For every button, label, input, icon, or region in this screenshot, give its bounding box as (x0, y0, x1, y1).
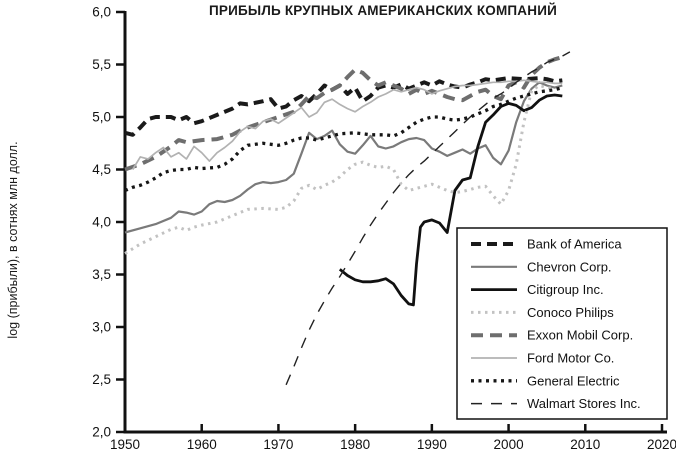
legend-item-walmart-stores-inc: Walmart Stores Inc. (471, 396, 641, 411)
y-tick-label: 2,5 (92, 372, 111, 387)
x-tick-label: 2000 (494, 437, 524, 452)
series-line-bank-of-america (124, 76, 563, 137)
y-tick-label: 3,0 (92, 320, 111, 335)
legend-label: Exxon Mobil Corp. (527, 328, 633, 343)
legend-item-exxon-mobil-corp: Exxon Mobil Corp. (471, 328, 633, 343)
legend: Bank of America Chevron Corp. Citigroup In… (456, 227, 668, 420)
series-line-citigroup-inc (338, 93, 563, 307)
legend-label: Citigroup Inc. (527, 282, 604, 297)
y-tick-label: 4,5 (92, 162, 111, 177)
chart-title: ПРИБЫЛЬ КРУПНЫХ АМЕРИКАНСКИХ КОМПАНИЙ (208, 3, 558, 18)
legend-label: Bank of America (527, 237, 622, 252)
legend-item-ford-motor-co: Ford Motor Co. (471, 351, 614, 366)
series-line-walmart-stores-inc (285, 51, 571, 386)
legend-item-conoco-philips: Conoco Philips (471, 305, 614, 320)
y-tick-label: 5,0 (92, 110, 111, 125)
legend-label: Conoco Philips (527, 305, 614, 320)
x-tick-label: 2010 (570, 437, 600, 452)
y-tick-label: 4,0 (92, 215, 111, 230)
legend-label: Chevron Corp. (527, 259, 612, 274)
x-tick-label: 2020 (647, 437, 676, 452)
y-tick-label: 5,5 (92, 57, 111, 72)
legend-label: Walmart Stores Inc. (527, 396, 641, 411)
y-tick-label: 2,0 (92, 425, 111, 440)
x-tick-label: 1990 (417, 437, 447, 452)
legend-item-general-electric: General Electric (471, 373, 620, 388)
legend-item-citigroup-inc: Citigroup Inc. (471, 282, 604, 297)
legend-label: General Electric (527, 373, 620, 388)
x-tick-label: 1980 (340, 437, 370, 452)
x-tick-label: 1960 (187, 437, 217, 452)
legend-item-bank-of-america: Bank of America (471, 237, 622, 252)
series-line-ford-motor-co (131, 79, 563, 170)
y-tick-label: 3,5 (92, 267, 111, 282)
series-line-conoco-philips (124, 84, 555, 255)
legend-label: Ford Motor Co. (527, 351, 614, 366)
legend-item-chevron-corp: Chevron Corp. (471, 259, 612, 274)
x-tick-label: 1950 (110, 437, 140, 452)
legend-box (456, 227, 668, 420)
series-line-chevron-corp (124, 81, 563, 234)
series-line-exxon-mobil-corp (124, 55, 563, 172)
y-tick-label: 6,0 (92, 5, 111, 20)
x-tick-label: 1970 (263, 437, 293, 452)
series-line-general-electric (124, 86, 563, 193)
